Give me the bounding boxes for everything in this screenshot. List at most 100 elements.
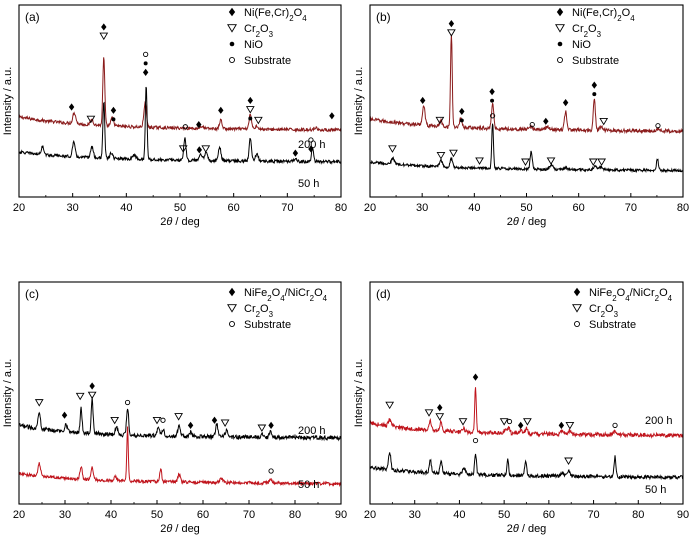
series-line-50h: [19, 86, 341, 165]
x-tick-label: 50: [174, 202, 186, 214]
legend-label: NiFe2O4/NiCr2O4: [589, 287, 673, 303]
peak-marker-triangle-icon: [201, 145, 211, 153]
x-tick-label: 70: [587, 509, 599, 521]
peak-marker-triangle-icon: [435, 413, 445, 421]
peak-marker-diamond-icon: [308, 145, 314, 153]
x-tick-label: 40: [453, 509, 465, 521]
x-tick-label: 40: [120, 202, 132, 214]
legend-label: Substrate: [589, 319, 636, 331]
peak-marker-triangle-icon: [523, 418, 532, 426]
x-tick-label: 30: [59, 509, 71, 521]
x-tick-label: 30: [409, 509, 421, 521]
peak-marker-triangle-icon: [521, 158, 530, 167]
peak-marker-diamond-icon: [218, 106, 224, 114]
x-tick-label: 70: [625, 202, 637, 214]
peak-marker-triangle-icon: [178, 145, 188, 153]
series-line-200h: [19, 57, 341, 133]
peak-marker-triangle-icon: [87, 391, 97, 400]
peak-marker-circle-icon: [124, 399, 131, 406]
peak-marker-circle-icon: [612, 422, 618, 428]
x-tick-label: 30: [67, 202, 79, 214]
peak-marker-triangle-icon: [546, 157, 556, 165]
legend-label: Substrate: [244, 319, 291, 331]
peak-marker-triangle-icon: [597, 158, 607, 167]
peak-marker-diamond-icon: [196, 120, 202, 129]
x-tick-label: 60: [543, 509, 555, 521]
x-axis-label: 2θ / deg: [507, 216, 547, 228]
legend-diamond-icon: [228, 287, 236, 297]
peak-marker-diamond-icon: [517, 421, 524, 429]
legend-label: Ni(Fe,Cr)2O4: [572, 7, 635, 23]
legend-label: Substrate: [572, 55, 619, 67]
peak-marker-triangle-icon: [257, 424, 267, 433]
peak-marker-triangle-icon: [424, 409, 434, 417]
series-line-50h: [370, 452, 683, 481]
x-tick-label: 50: [520, 202, 532, 214]
legend-circle-icon: [229, 57, 235, 63]
x-tick-label: 20: [364, 509, 376, 521]
peak-marker-dot-icon: [490, 98, 495, 103]
peak-marker-diamond-icon: [591, 81, 598, 89]
legend-diamond-icon: [573, 287, 581, 297]
peak-marker-triangle-icon: [253, 116, 263, 125]
panel-label: (a): [25, 10, 40, 24]
peak-marker-diamond-icon: [142, 68, 149, 76]
series-line-50h: [19, 426, 341, 488]
peak-marker-triangle-icon: [499, 418, 509, 426]
peak-marker-triangle-icon: [75, 392, 85, 401]
x-axis-label: 2θ / deg: [160, 523, 200, 535]
curve-label: 200 h: [645, 415, 673, 427]
x-tick-label: 20: [13, 509, 25, 521]
peak-marker-triangle-icon: [588, 158, 598, 167]
x-tick-label: 60: [573, 202, 585, 214]
peak-marker-diamond-icon: [448, 20, 455, 28]
legend-label: NiO: [572, 39, 591, 51]
peak-marker-diamond-icon: [329, 112, 335, 120]
legend-label: NiFe2O4/NiCr2O4: [244, 287, 328, 303]
peak-marker-diamond-icon: [211, 416, 218, 424]
peak-marker-dot-icon: [248, 116, 253, 121]
peak-marker-circle-icon: [268, 468, 274, 474]
x-tick-label: 90: [677, 509, 689, 521]
peak-marker-circle-icon: [472, 437, 479, 444]
legend-label: NiO: [244, 39, 263, 51]
x-tick-label: 20: [13, 202, 25, 214]
legend-triangle-icon: [555, 24, 565, 33]
x-tick-label: 70: [281, 202, 293, 214]
x-tick-label: 80: [335, 202, 347, 214]
x-tick-label: 40: [105, 509, 117, 521]
peak-marker-diamond-icon: [101, 23, 107, 31]
peak-marker-dot-icon: [592, 92, 597, 97]
series-line-200h: [370, 387, 683, 439]
peak-marker-circle-icon: [529, 121, 535, 128]
peak-marker-triangle-icon: [475, 157, 484, 165]
peak-marker-dot-icon: [459, 118, 464, 123]
peak-marker-triangle-icon: [436, 151, 446, 160]
peak-marker-triangle-icon: [599, 117, 609, 126]
peak-marker-triangle-icon: [245, 106, 255, 114]
peak-marker-triangle-icon: [220, 419, 230, 427]
x-tick-label: 60: [197, 509, 209, 521]
peak-marker-diamond-icon: [247, 96, 254, 105]
panel-label: (d): [376, 287, 391, 301]
peak-marker-diamond-icon: [558, 421, 565, 429]
x-tick-label: 70: [243, 509, 255, 521]
x-tick-label: 30: [416, 202, 428, 214]
x-tick-label: 80: [632, 509, 644, 521]
x-tick-label: 90: [335, 509, 347, 521]
x-tick-label: 40: [468, 202, 480, 214]
peak-marker-dot-icon: [143, 61, 148, 66]
legend-label: Cr2O3: [244, 303, 274, 319]
peak-marker-triangle-icon: [435, 116, 445, 125]
peak-marker-circle-icon: [182, 124, 188, 130]
series-line-200h: [19, 396, 341, 442]
peak-marker-triangle-icon: [34, 399, 44, 407]
peak-marker-diamond-icon: [292, 149, 299, 157]
y-axis-label: Intensity / a.u.: [353, 67, 365, 135]
legend-circle-icon: [557, 57, 563, 63]
legend-triangle-icon: [227, 304, 237, 313]
peak-marker-diamond-icon: [437, 403, 443, 412]
legend-label: Ni(Fe,Cr)2O4: [244, 7, 307, 23]
x-tick-label: 50: [498, 509, 510, 521]
